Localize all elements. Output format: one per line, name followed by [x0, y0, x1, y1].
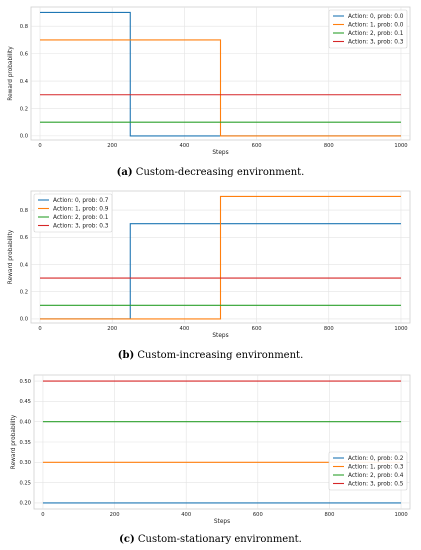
caption-c-text: Custom-stationary environment. [134, 534, 302, 545]
x-tick-label: 1000 [394, 326, 407, 332]
y-tick-label: 0.6 [20, 235, 28, 241]
y-tick-label: 0.50 [19, 379, 31, 385]
x-tick-label: 800 [324, 326, 334, 332]
legend-entry: Action: 0, prob: 0.0 [348, 14, 404, 20]
legend-box [328, 9, 408, 49]
x-axis-label: Steps [214, 519, 230, 525]
y-tick-label: 0.35 [19, 440, 31, 446]
x-tick-label: 200 [107, 326, 117, 332]
legend-entry: Action: 3, prob: 0.3 [348, 40, 404, 46]
x-tick-label: 0 [38, 143, 41, 149]
y-tick-label: 0.25 [19, 480, 31, 486]
x-tick-label: 400 [181, 512, 191, 518]
caption-a-label: (a) [116, 167, 133, 178]
x-tick-label: 200 [110, 512, 120, 518]
legend: Action: 0, prob: 0.0 Action: 1, prob: 0.0… [328, 9, 408, 49]
legend-entry: Action: 3, prob: 0.3 [53, 224, 109, 230]
caption-c-label: (c) [119, 534, 135, 545]
legend-entry: Action: 1, prob: 0.3 [348, 465, 404, 471]
legend-entry: Action: 0, prob: 0.2 [348, 456, 404, 462]
caption-b-text: Custom-increasing environment. [134, 350, 304, 361]
x-tick-label: 200 [107, 143, 117, 149]
y-tick-label: 0.30 [19, 460, 31, 466]
x-tick-label: 800 [324, 143, 334, 149]
y-axis-label: Reward probability [11, 414, 17, 469]
y-tick-label: 0.6 [20, 51, 28, 57]
y-tick-label: 0.8 [20, 24, 28, 30]
x-tick-label: 600 [252, 326, 262, 332]
chart-a: 0 200 400 600 800 1000 0.0 0.2 0.4 0.6 0.8 Steps Rew… [8, 6, 411, 156]
caption-b: (b) Custom-increasing environment. [0, 350, 421, 361]
y-tick-label: 0.45 [19, 399, 31, 405]
x-tick-label: 1000 [394, 512, 407, 518]
y-tick-label: 0.40 [19, 419, 31, 425]
legend-entry: Action: 1, prob: 0.0 [348, 23, 404, 29]
legend-box [328, 451, 408, 491]
x-tick-label: 800 [324, 512, 334, 518]
legend-entry: Action: 1, prob: 0.9 [53, 207, 109, 213]
y-tick-label: 0.8 [20, 208, 28, 214]
y-axis-label: Reward probability [8, 229, 14, 284]
legend-entry: Action: 2, prob: 0.1 [53, 215, 109, 221]
chart-panel-a: 0 200 400 600 800 1000 0.0 0.2 0.4 0.6 0.8 Steps Rew… [0, 0, 421, 183]
y-axis-label: Reward probability [8, 46, 14, 101]
y-tick-label: 0.4 [20, 79, 29, 85]
legend-entry: Action: 2, prob: 0.4 [348, 473, 404, 479]
chart-panel-c: 0 200 400 600 800 1000 0.20 0.25 0.30 0.35 0.40 0.4… [0, 370, 421, 550]
y-tick-label: 0.0 [20, 317, 28, 323]
y-tick-label: 0.20 [19, 501, 31, 507]
caption-a: (a) Custom-decreasing environment. [0, 167, 421, 178]
caption-c: (c) Custom-stationary environment. [0, 534, 421, 545]
x-tick-label: 400 [179, 143, 189, 149]
legend-entry: Action: 2, prob: 0.1 [348, 31, 404, 37]
x-axis-label: Steps [212, 150, 228, 156]
legend-entry: Action: 3, prob: 0.5 [348, 482, 404, 488]
legend: Action: 0, prob: 0.2 Action: 1, prob: 0.3… [328, 451, 408, 491]
y-tick-label: 0.2 [20, 106, 28, 112]
chart-b: 0 200 400 600 800 1000 0.0 0.2 0.4 0.6 0.8 Steps Rew… [8, 190, 411, 339]
legend: Action: 0, prob: 0.7 Action: 1, prob: 0.9… [33, 193, 113, 233]
x-tick-label: 0 [41, 512, 44, 518]
x-tick-label: 600 [252, 143, 262, 149]
x-tick-label: 400 [179, 326, 189, 332]
caption-b-label: (b) [117, 350, 135, 361]
x-axis-label: Steps [212, 333, 228, 339]
x-tick-label: 1000 [394, 143, 407, 149]
chart-panel-b: 0 200 400 600 800 1000 0.0 0.2 0.4 0.6 0.8 Steps Rew… [0, 186, 421, 369]
series-line-1 [40, 195, 401, 320]
y-tick-label: 0.2 [20, 290, 28, 296]
legend-box [33, 193, 113, 233]
y-tick-label: 0.0 [20, 134, 28, 140]
series-line-1 [40, 39, 401, 137]
legend-entry: Action: 0, prob: 0.7 [53, 198, 109, 204]
caption-a-text: Custom-decreasing environment. [132, 167, 305, 178]
chart-c: 0 200 400 600 800 1000 0.20 0.25 0.30 0.35 0.40 0.4… [11, 374, 411, 525]
x-tick-label: 600 [253, 512, 263, 518]
y-tick-label: 0.4 [20, 262, 29, 268]
x-tick-label: 0 [38, 326, 41, 332]
